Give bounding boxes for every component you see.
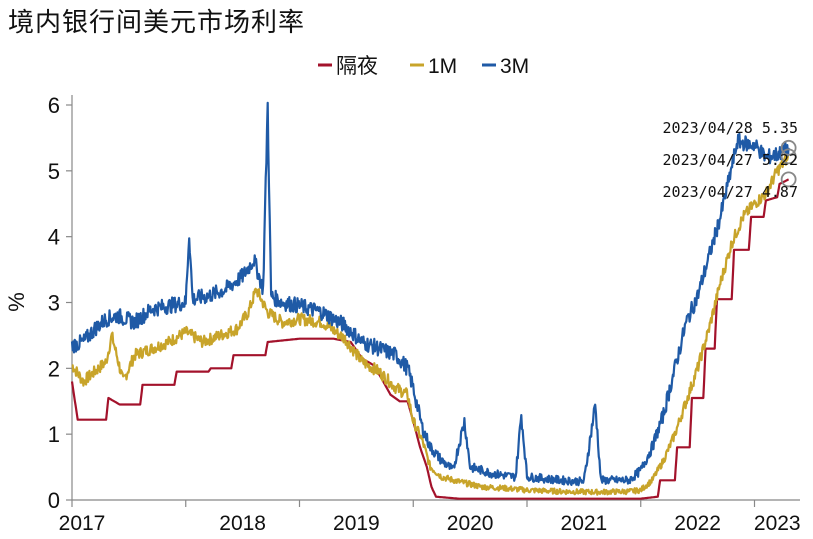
series-line-隔夜 bbox=[70, 178, 790, 500]
y-tick-label: 4 bbox=[48, 225, 60, 250]
x-tick-label: 2021 bbox=[561, 512, 608, 535]
legend: 隔夜 1M 3M bbox=[318, 55, 529, 78]
endpoint-marker bbox=[780, 148, 797, 165]
y-tick-label: 5 bbox=[48, 159, 60, 184]
endpoint-marker bbox=[780, 139, 797, 156]
endpoint-marker bbox=[780, 171, 797, 188]
x-tick-label: 2019 bbox=[333, 512, 380, 535]
series-line-1M bbox=[71, 154, 790, 496]
y-tick-label: 3 bbox=[48, 291, 60, 316]
annotation-label: 2023/04/27 4.87 bbox=[663, 183, 798, 201]
legend-label: 隔夜 bbox=[336, 55, 378, 78]
plot-area bbox=[70, 101, 790, 500]
series-line-3M bbox=[70, 101, 790, 487]
y-tick-label: 6 bbox=[48, 93, 60, 118]
legend-label: 3M bbox=[500, 55, 529, 78]
x-tick-label: 2020 bbox=[447, 512, 494, 535]
y-tick-label: 0 bbox=[48, 488, 60, 513]
y-tick-label: 1 bbox=[48, 422, 60, 447]
annotation-label: 2023/04/27 5.22 bbox=[663, 151, 798, 169]
chart-title: 境内银行间美元市场利率 bbox=[8, 8, 306, 38]
y-axis-label: % bbox=[4, 292, 29, 312]
legend-label: 1M bbox=[428, 55, 457, 78]
annotation-label: 2023/04/28 5.35 bbox=[663, 119, 798, 137]
y-tick-label: 2 bbox=[48, 356, 60, 381]
axes: 0 1 2 3 4 5 6% 2017 2018 2019 2020 2021 2022 2023 bbox=[4, 93, 801, 535]
x-tick-label: 2022 bbox=[674, 512, 721, 535]
x-tick-label: 2017 bbox=[59, 512, 106, 535]
annotations: 2023/04/28 5.35 2023/04/27 5.22 2023/04/27… bbox=[663, 119, 798, 201]
x-tick-label: 2018 bbox=[219, 512, 266, 535]
x-tick-label: 2023 bbox=[754, 512, 801, 535]
